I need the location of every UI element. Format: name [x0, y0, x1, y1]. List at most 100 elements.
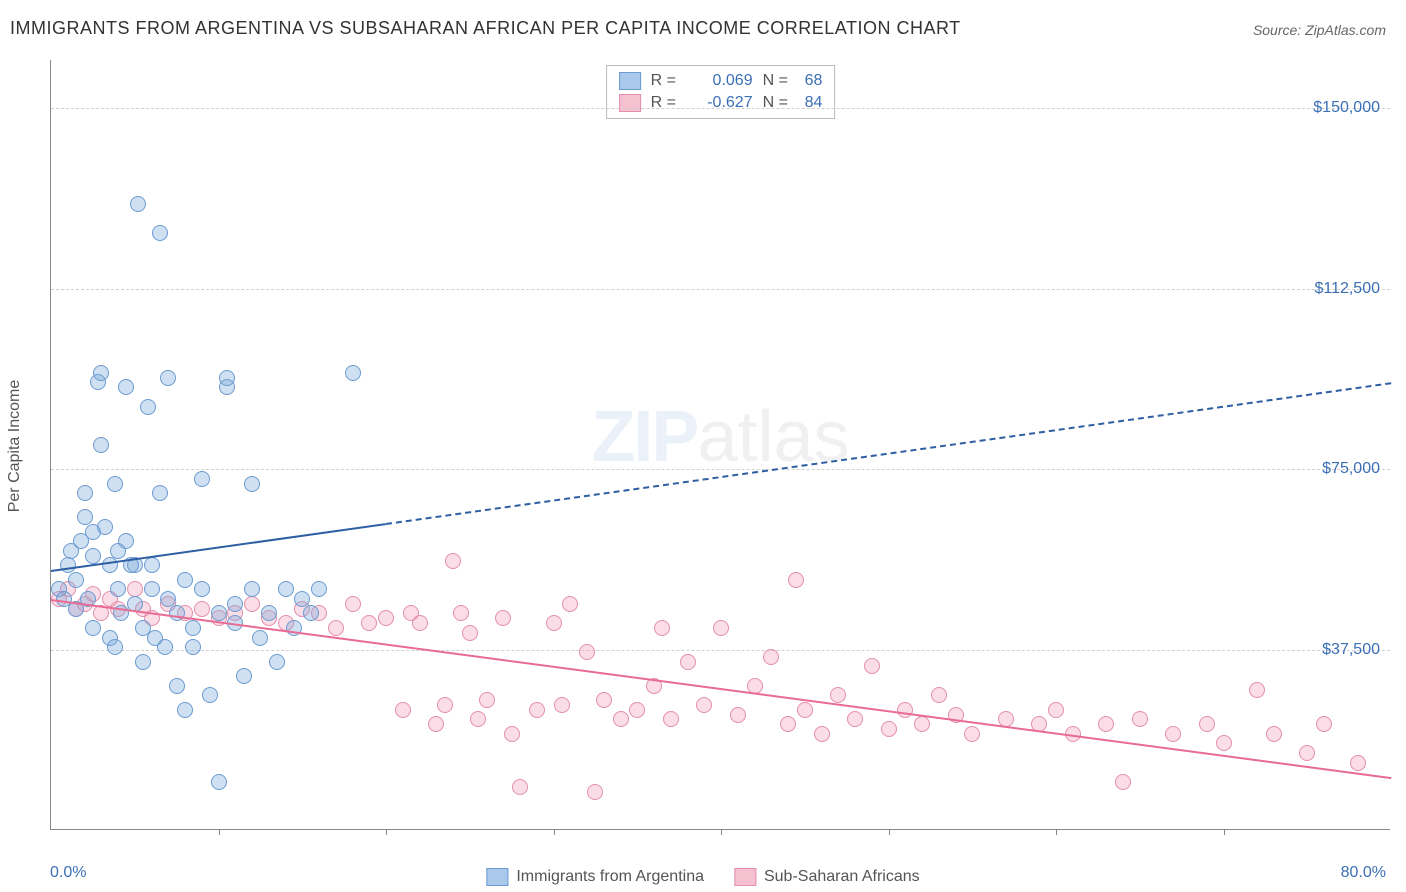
- scatter-point-subsaharan: [470, 711, 486, 727]
- swatch-argentina: [619, 72, 641, 90]
- gridline: [51, 469, 1390, 470]
- scatter-point-subsaharan: [613, 711, 629, 727]
- scatter-point-subsaharan: [1132, 711, 1148, 727]
- scatter-point-argentina: [85, 548, 101, 564]
- scatter-point-subsaharan: [453, 605, 469, 621]
- x-tick: [1224, 829, 1225, 835]
- scatter-point-subsaharan: [328, 620, 344, 636]
- scatter-point-subsaharan: [361, 615, 377, 631]
- x-axis-max-label: 80.0%: [1341, 864, 1386, 882]
- scatter-point-subsaharan: [194, 601, 210, 617]
- scatter-point-argentina: [236, 668, 252, 684]
- scatter-point-subsaharan: [1199, 716, 1215, 732]
- scatter-point-argentina: [303, 605, 319, 621]
- scatter-point-argentina: [269, 654, 285, 670]
- scatter-point-subsaharan: [1098, 716, 1114, 732]
- scatter-point-argentina: [144, 581, 160, 597]
- scatter-point-subsaharan: [479, 692, 495, 708]
- scatter-point-argentina: [110, 581, 126, 597]
- scatter-point-argentina: [202, 687, 218, 703]
- y-tick-label: $75,000: [1322, 460, 1380, 478]
- scatter-point-subsaharan: [1115, 774, 1131, 790]
- scatter-point-argentina: [177, 702, 193, 718]
- scatter-point-argentina: [85, 524, 101, 540]
- scatter-point-subsaharan: [680, 654, 696, 670]
- scatter-point-subsaharan: [864, 658, 880, 674]
- scatter-point-argentina: [107, 639, 123, 655]
- scatter-point-subsaharan: [1216, 735, 1232, 751]
- y-tick-label: $37,500: [1322, 641, 1380, 659]
- n-label: N =: [763, 94, 795, 112]
- scatter-point-argentina: [140, 399, 156, 415]
- scatter-point-subsaharan: [1266, 726, 1282, 742]
- y-tick-label: $112,500: [1314, 280, 1380, 298]
- swatch-subsaharan: [619, 94, 641, 112]
- scatter-point-subsaharan: [763, 649, 779, 665]
- scatter-point-argentina: [252, 630, 268, 646]
- scatter-point-subsaharan: [964, 726, 980, 742]
- scatter-point-argentina: [144, 557, 160, 573]
- scatter-point-subsaharan: [562, 596, 578, 612]
- n-value-argentina: 68: [805, 72, 823, 90]
- scatter-point-subsaharan: [495, 610, 511, 626]
- scatter-point-subsaharan: [596, 692, 612, 708]
- scatter-point-argentina: [211, 774, 227, 790]
- scatter-point-subsaharan: [587, 784, 603, 800]
- scatter-point-subsaharan: [529, 702, 545, 718]
- scatter-point-subsaharan: [629, 702, 645, 718]
- scatter-point-subsaharan: [780, 716, 796, 732]
- r-value-argentina: 0.069: [693, 72, 753, 90]
- r-value-subsaharan: -0.627: [693, 94, 753, 112]
- scatter-point-subsaharan: [412, 615, 428, 631]
- scatter-point-argentina: [60, 557, 76, 573]
- scatter-point-subsaharan: [1316, 716, 1332, 732]
- scatter-point-subsaharan: [395, 702, 411, 718]
- r-label: R =: [651, 94, 683, 112]
- scatter-point-argentina: [345, 365, 361, 381]
- scatter-point-argentina: [177, 572, 193, 588]
- scatter-point-argentina: [135, 654, 151, 670]
- legend-row-subsaharan: R = -0.627 N = 84: [619, 92, 823, 114]
- gridline: [51, 108, 1390, 109]
- scatter-point-subsaharan: [437, 697, 453, 713]
- legend-item-subsaharan: Sub-Saharan Africans: [734, 868, 920, 886]
- scatter-point-subsaharan: [504, 726, 520, 742]
- x-tick: [219, 829, 220, 835]
- scatter-point-subsaharan: [1249, 682, 1265, 698]
- legend-item-argentina: Immigrants from Argentina: [486, 868, 704, 886]
- scatter-point-subsaharan: [378, 610, 394, 626]
- scatter-point-subsaharan: [1048, 702, 1064, 718]
- scatter-point-argentina: [107, 476, 123, 492]
- scatter-point-argentina: [169, 678, 185, 694]
- x-tick: [721, 829, 722, 835]
- scatter-point-subsaharan: [797, 702, 813, 718]
- n-value-subsaharan: 84: [805, 94, 823, 112]
- scatter-point-subsaharan: [788, 572, 804, 588]
- scatter-point-argentina: [157, 639, 173, 655]
- scatter-point-subsaharan: [654, 620, 670, 636]
- scatter-point-subsaharan: [730, 707, 746, 723]
- scatter-point-subsaharan: [830, 687, 846, 703]
- y-tick-label: $150,000: [1313, 99, 1380, 117]
- scatter-point-subsaharan: [1350, 755, 1366, 771]
- scatter-point-subsaharan: [881, 721, 897, 737]
- scatter-point-argentina: [130, 196, 146, 212]
- scatter-point-subsaharan: [428, 716, 444, 732]
- scatter-point-subsaharan: [696, 697, 712, 713]
- scatter-point-argentina: [278, 581, 294, 597]
- scatter-point-argentina: [194, 471, 210, 487]
- r-label: R =: [651, 72, 683, 90]
- gridline: [51, 650, 1390, 651]
- scatter-point-subsaharan: [462, 625, 478, 641]
- scatter-point-subsaharan: [713, 620, 729, 636]
- scatter-point-subsaharan: [512, 779, 528, 795]
- scatter-point-subsaharan: [663, 711, 679, 727]
- scatter-point-argentina: [261, 605, 277, 621]
- scatter-point-argentina: [244, 581, 260, 597]
- scatter-point-argentina: [227, 596, 243, 612]
- scatter-point-subsaharan: [244, 596, 260, 612]
- x-axis-min-label: 0.0%: [50, 864, 86, 882]
- scatter-point-argentina: [185, 639, 201, 655]
- scatter-point-subsaharan: [546, 615, 562, 631]
- scatter-point-argentina: [152, 485, 168, 501]
